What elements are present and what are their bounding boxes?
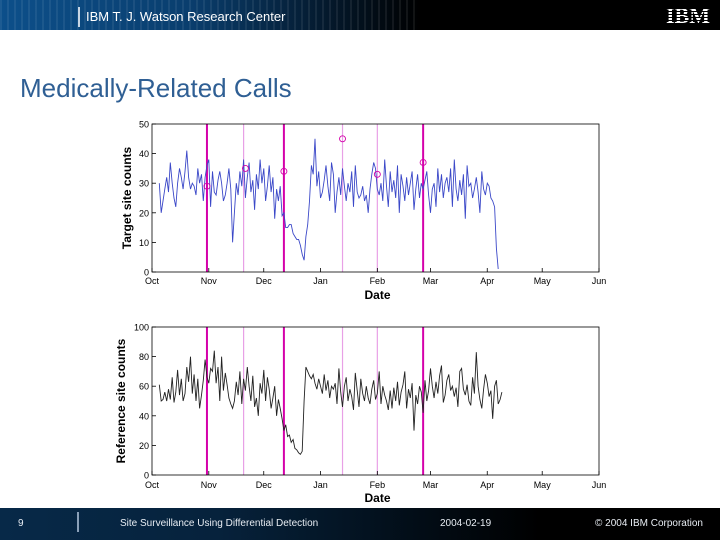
x-axis-label: Date <box>364 491 390 505</box>
x-tick-label: Feb <box>370 276 386 286</box>
header-gradient <box>0 0 420 30</box>
plot-frame <box>151 326 600 476</box>
x-tick-label: Nov <box>201 480 218 490</box>
x-tick-label: Jan <box>313 276 328 286</box>
outlier-marker <box>339 135 346 143</box>
y-tick-label: 0 <box>144 268 149 278</box>
y-tick-label: 20 <box>139 208 149 218</box>
x-tick-label: Mar <box>423 480 439 490</box>
plot-frame <box>151 123 600 273</box>
outlier-marker <box>280 167 288 175</box>
y-tick-label: 60 <box>139 382 149 392</box>
ibm-logo: IBM <box>666 3 710 27</box>
y-axis-label: Target site counts <box>120 146 134 249</box>
header-divider <box>78 7 80 27</box>
footer-divider <box>77 512 79 532</box>
slide-title: Medically-Related Calls <box>20 73 292 103</box>
x-tick-label: May <box>534 480 552 490</box>
x-tick-label: Mar <box>423 276 439 286</box>
x-tick-label: Dec <box>256 276 273 286</box>
y-axis-label: Reference site counts <box>114 338 128 463</box>
x-tick-label: May <box>534 276 552 286</box>
y-tick-label: 10 <box>139 238 149 248</box>
footer-bar: 9 Site Surveillance Using Differential D… <box>0 508 720 540</box>
x-tick-label: Nov <box>201 276 218 286</box>
y-tick-label: 40 <box>139 411 149 421</box>
x-tick-label: Jun <box>592 480 607 490</box>
footer-gradient <box>0 508 720 540</box>
x-tick-label: Oct <box>145 480 160 490</box>
outlier-marker <box>419 159 427 166</box>
y-tick-label: 0 <box>144 471 149 481</box>
x-tick-label: Feb <box>370 480 386 490</box>
y-tick-label: 50 <box>139 120 149 130</box>
x-tick-label: Jan <box>313 480 328 490</box>
target-site-chart: Oct Nov Dec Jan Feb Mar Apr May Jun 0 10 20 30 40 50 Da… <box>120 120 606 303</box>
series-line-0 <box>158 138 499 270</box>
y-tick-label: 80 <box>139 352 149 362</box>
x-tick-label: Oct <box>145 276 160 286</box>
outlier-marker <box>203 182 211 190</box>
y-tick-label: 30 <box>139 179 149 189</box>
series-line-0 <box>158 350 503 455</box>
reference-site-chart: Oct Nov Dec Jan Feb Mar Apr May Jun 0 20 40 60 80 100 D… <box>114 323 606 506</box>
outlier-marker <box>241 164 249 172</box>
footer-copyright: © 2004 IBM Corporation <box>595 518 703 529</box>
header-title: IBM T. J. Watson Research Center <box>86 9 286 24</box>
x-tick-label: Apr <box>480 276 494 286</box>
y-tick-label: 20 <box>139 441 149 451</box>
x-tick-label: Jun <box>592 276 607 286</box>
x-axis-label: Date <box>364 288 390 302</box>
ibm-logo-text: IBM <box>666 3 710 27</box>
page-number: 9 <box>18 518 24 529</box>
header-bar: IBM T. J. Watson Research Center IBM <box>0 0 720 30</box>
footer-date: 2004-02-19 <box>440 518 492 529</box>
x-tick-label: Dec <box>256 480 273 490</box>
y-tick-label: 100 <box>134 323 149 333</box>
outlier-marker <box>373 170 381 178</box>
y-tick-label: 40 <box>139 149 149 159</box>
footer-text: Site Surveillance Using Differential Det… <box>120 518 319 529</box>
x-tick-label: Apr <box>480 480 494 490</box>
